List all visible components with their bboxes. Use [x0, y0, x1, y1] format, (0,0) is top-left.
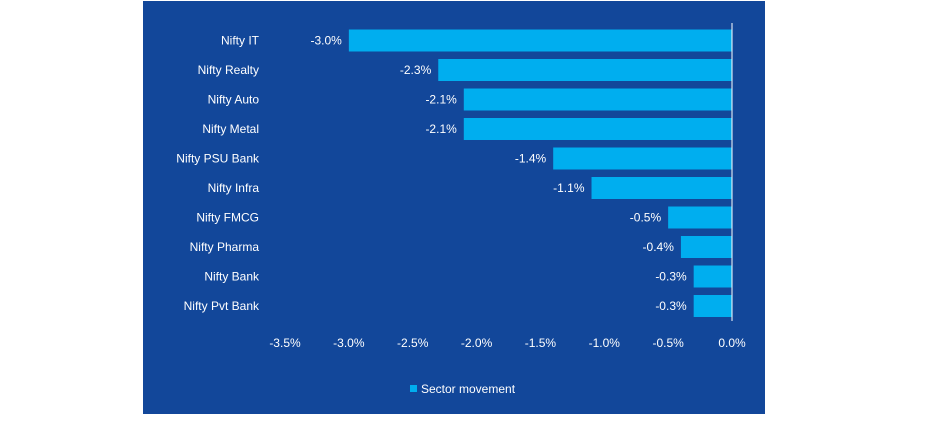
x-tick-label: 0.0%: [718, 336, 746, 350]
value-label-nifty-psu-bank: -1.4%: [515, 152, 547, 166]
x-tick-label: -3.5%: [269, 336, 301, 350]
category-label-nifty-it: Nifty IT: [221, 34, 260, 48]
value-label-nifty-pharma: -0.4%: [643, 240, 675, 254]
value-label-nifty-bank: -0.3%: [655, 270, 687, 284]
category-label-nifty-infra: Nifty Infra: [208, 181, 260, 195]
x-tick-label: -3.0%: [333, 336, 365, 350]
bar-nifty-realty: [438, 59, 732, 81]
bar-nifty-pvt-bank: [693, 295, 732, 317]
bar-nifty-pharma: [680, 236, 732, 258]
bar-nifty-it: [348, 29, 732, 52]
value-label-nifty-fmcg: -0.5%: [630, 211, 662, 225]
x-tick-label: -1.0%: [589, 336, 621, 350]
legend-swatch: [410, 385, 417, 392]
bar-nifty-psu-bank: [553, 147, 732, 170]
category-label-nifty-fmcg: Nifty FMCG: [196, 211, 259, 225]
x-tick-label: -0.5%: [652, 336, 684, 350]
value-label-nifty-auto: -2.1%: [425, 93, 457, 107]
legend-label: Sector movement: [421, 382, 516, 396]
bar-nifty-metal: [463, 118, 732, 140]
bar-nifty-fmcg: [668, 206, 732, 229]
category-label-nifty-auto: Nifty Auto: [208, 93, 260, 107]
value-label-nifty-it: -3.0%: [310, 34, 342, 48]
category-label-nifty-bank: Nifty Bank: [204, 270, 260, 284]
bar-nifty-bank: [693, 265, 732, 288]
bar-nifty-infra: [591, 177, 732, 199]
category-label-nifty-pharma: Nifty Pharma: [190, 240, 260, 254]
x-tick-label: -1.5%: [525, 336, 557, 350]
category-label-nifty-psu-bank: Nifty PSU Bank: [176, 152, 260, 166]
x-tick-label: -2.0%: [461, 336, 493, 350]
value-label-nifty-pvt-bank: -0.3%: [655, 299, 687, 313]
chart-panel: Nifty IT Nifty Realty Nifty Auto Nifty Meta…: [143, 1, 765, 414]
sector-movement-chart: Nifty IT Nifty Realty Nifty Auto Nifty Meta…: [143, 1, 765, 414]
bar-nifty-auto: [463, 88, 732, 111]
value-label-nifty-metal: -2.1%: [425, 122, 457, 136]
category-label-nifty-realty: Nifty Realty: [198, 63, 259, 77]
category-label-nifty-metal: Nifty Metal: [202, 122, 259, 136]
value-label-nifty-realty: -2.3%: [400, 63, 432, 77]
x-tick-label: -2.5%: [397, 336, 429, 350]
value-label-nifty-infra: -1.1%: [553, 181, 585, 195]
category-label-nifty-pvt-bank: Nifty Pvt Bank: [184, 299, 260, 313]
